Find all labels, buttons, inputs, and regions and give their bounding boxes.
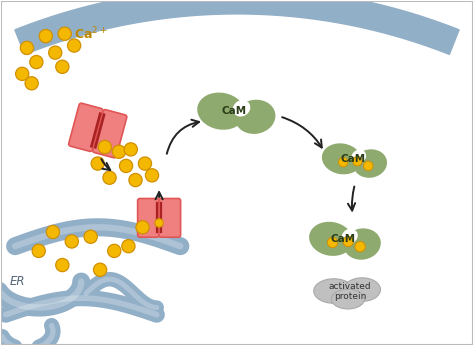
FancyBboxPatch shape — [137, 199, 159, 237]
Circle shape — [91, 157, 104, 170]
Ellipse shape — [331, 289, 365, 309]
Circle shape — [32, 244, 46, 257]
Circle shape — [138, 157, 152, 170]
Circle shape — [364, 161, 373, 171]
Circle shape — [98, 140, 111, 154]
Circle shape — [56, 60, 69, 73]
Polygon shape — [15, 0, 459, 54]
Circle shape — [338, 157, 348, 167]
Ellipse shape — [342, 229, 358, 244]
Circle shape — [122, 239, 135, 253]
Circle shape — [353, 156, 362, 166]
Circle shape — [65, 235, 78, 248]
Circle shape — [49, 46, 62, 59]
Text: CaM: CaM — [340, 154, 365, 164]
Ellipse shape — [344, 228, 381, 260]
Text: CaM: CaM — [222, 106, 247, 116]
Text: Ca$^{2+}$: Ca$^{2+}$ — [74, 26, 108, 42]
Circle shape — [108, 244, 121, 257]
Circle shape — [103, 171, 116, 184]
Circle shape — [20, 41, 34, 55]
FancyBboxPatch shape — [69, 103, 103, 152]
Circle shape — [46, 225, 60, 239]
Circle shape — [328, 237, 338, 248]
Text: ER: ER — [9, 275, 25, 288]
Text: activated
protein: activated protein — [329, 282, 372, 301]
FancyBboxPatch shape — [159, 199, 181, 237]
Circle shape — [355, 242, 365, 252]
Circle shape — [124, 143, 137, 156]
Circle shape — [84, 230, 97, 243]
Ellipse shape — [353, 149, 387, 178]
Circle shape — [67, 39, 81, 52]
Circle shape — [112, 145, 126, 158]
Ellipse shape — [197, 92, 245, 130]
Circle shape — [146, 169, 159, 182]
Circle shape — [56, 258, 69, 272]
Circle shape — [136, 221, 149, 234]
Circle shape — [16, 67, 29, 81]
Circle shape — [25, 77, 38, 90]
FancyBboxPatch shape — [92, 110, 127, 158]
Circle shape — [129, 173, 142, 187]
Ellipse shape — [235, 100, 275, 134]
Ellipse shape — [322, 143, 362, 174]
Ellipse shape — [309, 222, 353, 256]
Ellipse shape — [314, 279, 354, 303]
Ellipse shape — [351, 149, 366, 163]
Circle shape — [30, 55, 43, 69]
Circle shape — [58, 27, 71, 40]
Circle shape — [39, 29, 53, 43]
Circle shape — [93, 263, 107, 276]
Circle shape — [343, 236, 353, 247]
Text: CaM: CaM — [330, 234, 356, 244]
Ellipse shape — [344, 278, 381, 301]
Circle shape — [155, 219, 164, 227]
Circle shape — [119, 159, 133, 173]
Ellipse shape — [233, 100, 250, 117]
